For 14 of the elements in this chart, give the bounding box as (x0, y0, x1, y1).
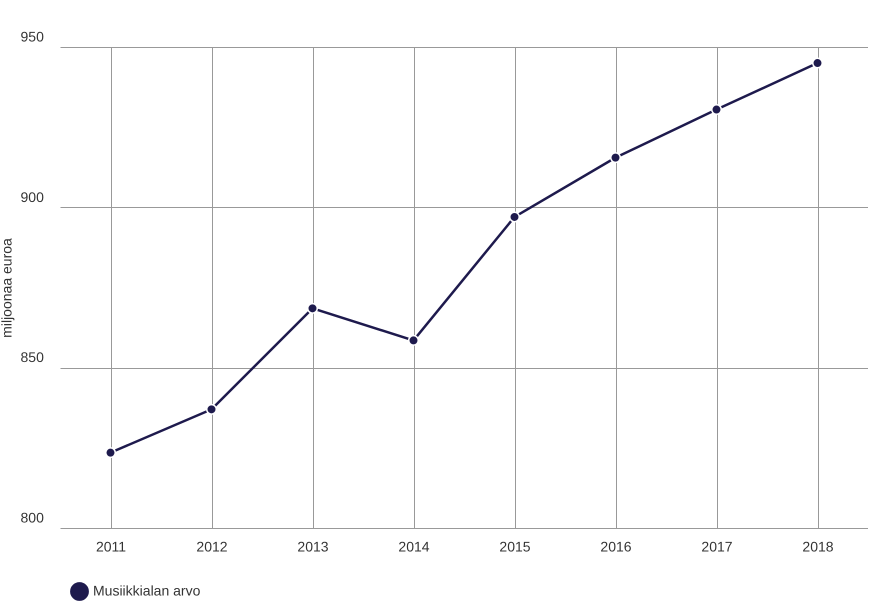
x-tick-label: 2013 (297, 538, 329, 554)
x-tick-label: 2017 (701, 538, 733, 554)
x-tick-label: 2012 (196, 538, 228, 554)
x-tick-label: 2011 (96, 538, 126, 554)
x-tick-label: 2018 (802, 538, 834, 554)
x-tick-label: 2016 (600, 538, 632, 554)
x-tick-label: 2015 (499, 538, 531, 554)
y-tick-label: 800 (20, 510, 44, 526)
y-tick-label: 850 (20, 349, 44, 366)
x-tick-label: 2014 (398, 538, 430, 554)
legend-label: Musiikkialan arvo (93, 582, 201, 598)
y-axis-title: miljoonaa euroa (0, 238, 14, 338)
y-tick-label: 950 (20, 28, 44, 44)
y-tick-label: 900 (20, 188, 44, 205)
